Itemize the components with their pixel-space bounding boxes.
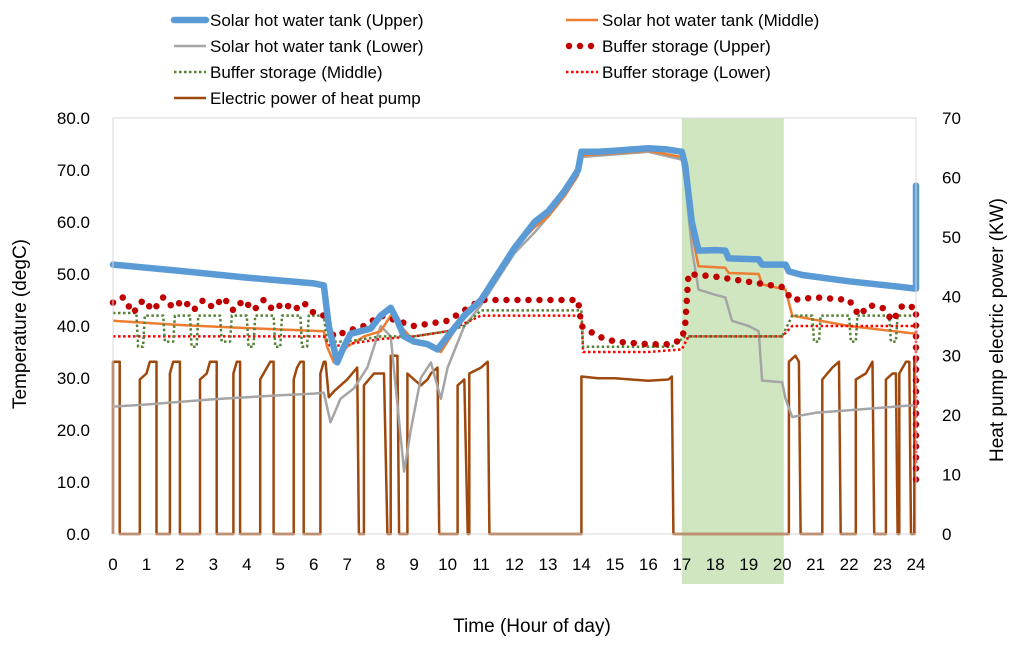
x-tick-label: 12 xyxy=(505,555,524,574)
series-line-2 xyxy=(112,150,917,473)
y-tick-label: 60.0 xyxy=(57,213,90,232)
y2-tick-label: 20 xyxy=(942,406,961,425)
y-axis-title: Temperature (degC) xyxy=(10,239,31,409)
legend-label: Solar hot water tank (Lower) xyxy=(210,37,424,56)
legend-label: Buffer storage (Upper) xyxy=(602,37,771,56)
y2-tick-label: 10 xyxy=(942,466,961,485)
series-line-5 xyxy=(113,314,918,472)
series-line-3 xyxy=(109,270,920,486)
x-tick-label: 16 xyxy=(639,555,658,574)
y2-tick-label: 50 xyxy=(942,228,961,247)
x-tick-label: 14 xyxy=(572,555,591,574)
y-tick-label: 40.0 xyxy=(57,317,90,336)
series-line-0 xyxy=(109,144,920,366)
legend: Solar hot water tank (Upper) Solar hot wa… xyxy=(170,11,819,108)
x-tick-label: 10 xyxy=(438,555,457,574)
y2-tick-label: 30 xyxy=(942,347,961,366)
x-tick-label: 0 xyxy=(108,555,117,574)
x-tick-label: 6 xyxy=(309,555,318,574)
x-tick-label: 11 xyxy=(472,555,490,574)
highlight-band xyxy=(681,118,784,584)
x-tick-label: 8 xyxy=(376,555,385,574)
y-tick-label: 50.0 xyxy=(57,265,90,284)
y-tick-label: 20.0 xyxy=(57,421,90,440)
x-tick-label: 4 xyxy=(242,555,251,574)
y2-tick-label: 0 xyxy=(942,525,951,544)
legend-label: Buffer storage (Lower) xyxy=(602,63,771,82)
legend-label: Buffer storage (Middle) xyxy=(210,63,383,82)
legend-label: Solar hot water tank (Upper) xyxy=(210,11,424,30)
x-tick-label: 22 xyxy=(840,555,859,574)
x-tick-label: 5 xyxy=(276,555,285,574)
x-tick-label: 13 xyxy=(538,555,557,574)
y-tick-label: 10.0 xyxy=(57,473,90,492)
x-tick-label: 2 xyxy=(175,555,184,574)
x-tick-label: 17 xyxy=(672,555,691,574)
y2-axis-title: Heat pump electric power (KW) xyxy=(987,198,1008,462)
axis-layer: 0 1 2 3 4 5 6 7 8 9 10 11 12 13 14 15 16 17 18 19 20 21 22 23 24… xyxy=(57,109,961,574)
x-tick-label: 20 xyxy=(773,555,792,574)
x-tick-label: 3 xyxy=(209,555,218,574)
x-tick-label: 23 xyxy=(873,555,892,574)
series-line-1 xyxy=(112,149,917,364)
series-line-6 xyxy=(111,354,916,536)
x-tick-label: 19 xyxy=(739,555,758,574)
y-tick-label: 30.0 xyxy=(57,369,90,388)
legend-label: Solar hot water tank (Middle) xyxy=(602,11,819,30)
series-layer xyxy=(109,144,920,536)
y-tick-label: 70.0 xyxy=(57,161,90,180)
y2-tick-label: 70 xyxy=(942,109,961,128)
x-tick-label: 21 xyxy=(806,555,825,574)
y-tick-label: 0.0 xyxy=(66,525,90,544)
x-tick-label: 7 xyxy=(342,555,351,574)
x-tick-label: 18 xyxy=(706,555,725,574)
x-tick-label: 9 xyxy=(409,555,418,574)
x-tick-label: 24 xyxy=(907,555,926,574)
x-axis-title: Time (Hour of day) xyxy=(453,616,611,637)
y-tick-label: 80.0 xyxy=(57,109,90,128)
legend-label: Electric power of heat pump xyxy=(210,89,421,108)
y2-tick-label: 60 xyxy=(942,168,961,187)
y2-tick-label: 40 xyxy=(942,287,961,306)
plot-frame xyxy=(112,117,917,535)
x-tick-label: 1 xyxy=(142,555,151,574)
x-tick-label: 15 xyxy=(605,555,624,574)
